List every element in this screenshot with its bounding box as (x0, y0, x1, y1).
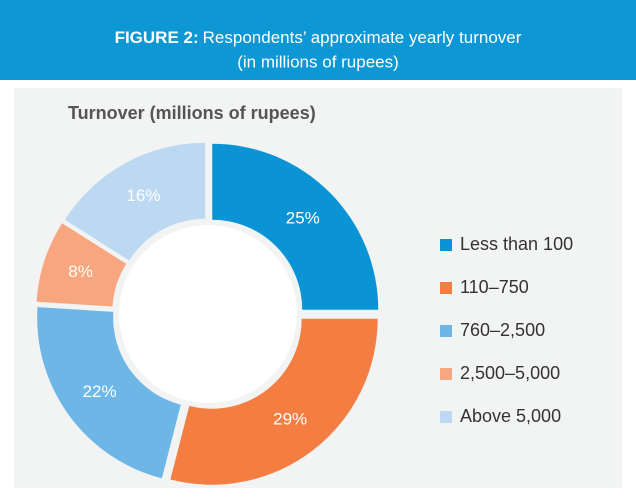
legend-label: Above 5,000 (460, 406, 561, 426)
data-label: 29% (273, 409, 307, 428)
legend-swatch (440, 282, 452, 294)
donut-hole (119, 225, 297, 403)
donut-slice (212, 143, 379, 310)
chart-subtitle: Turnover (millions of rupees) (68, 103, 316, 123)
header-band (0, 0, 636, 80)
donut-slice (64, 142, 206, 261)
data-label: 8% (68, 262, 93, 281)
legend-swatch (440, 368, 452, 380)
data-label: 22% (83, 382, 117, 401)
legend-label: 110–750 (460, 277, 529, 297)
donut-slice (37, 307, 181, 479)
chart-title: FIGURE 2: Respondents’ approximate yearly… (115, 28, 522, 47)
data-label: 16% (126, 186, 160, 205)
donut-slice (170, 318, 378, 485)
legend-swatch (440, 411, 452, 423)
donut-slice (36, 223, 127, 307)
title-line: Respondents’ approximate yearly turnover (203, 28, 522, 47)
title-line: (in millions of rupees) (237, 52, 399, 71)
legend-label: 2,500–5,000 (460, 363, 560, 383)
legend-swatch (440, 239, 452, 251)
data-label: 25% (286, 209, 320, 228)
legend-label: 760–2,500 (460, 320, 545, 340)
legend-label: Less than 100 (460, 234, 573, 254)
legend-swatch (440, 325, 452, 337)
figure-label: FIGURE 2: (115, 28, 199, 47)
